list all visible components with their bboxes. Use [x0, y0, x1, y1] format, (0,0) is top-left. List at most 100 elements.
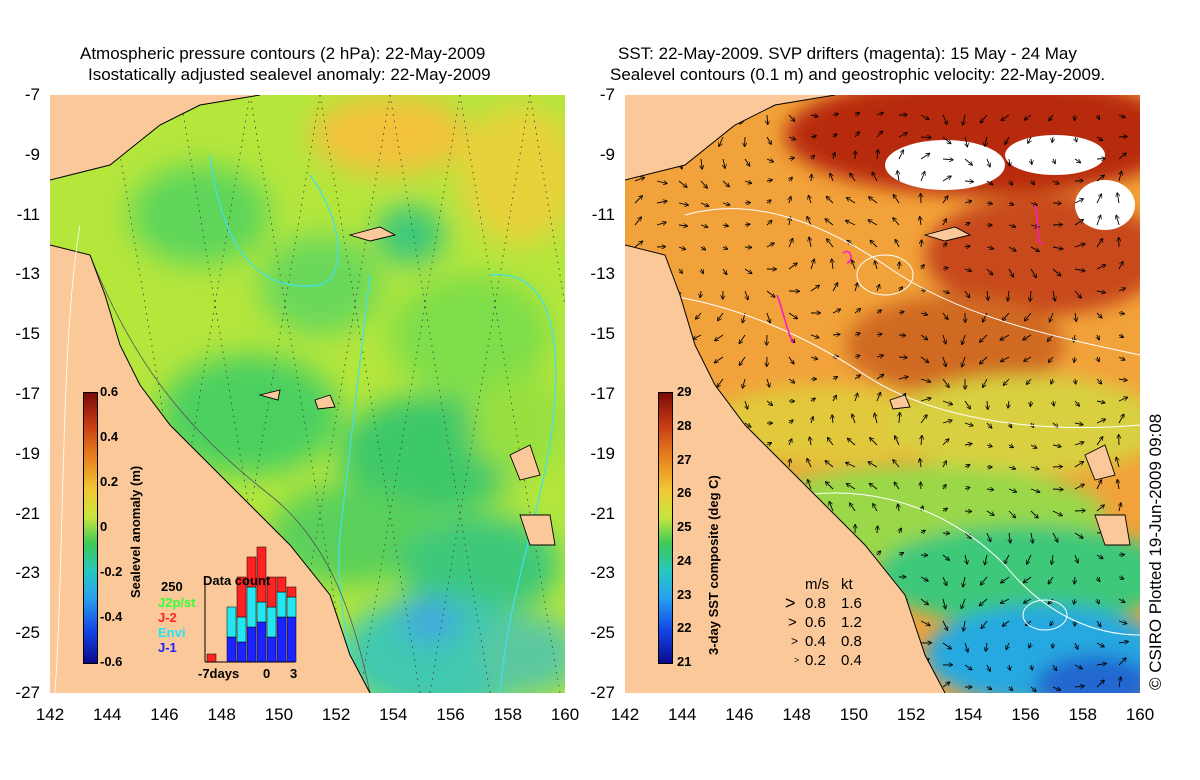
- velocity-arrow: [700, 290, 701, 297]
- velocity-arrow: [920, 290, 926, 291]
- velocity-arrow: [1074, 220, 1083, 226]
- velocity-arrow: [1118, 577, 1123, 579]
- velocity-arrow: [1096, 554, 1103, 559]
- velocity-arrow: [964, 664, 972, 670]
- velocity-arrow: [869, 197, 878, 204]
- velocity-arrow: [1002, 114, 1010, 120]
- velocity-arrow: [788, 312, 797, 319]
- velocity-arrow: [1051, 378, 1053, 384]
- velocity-arrow: [766, 290, 775, 297]
- velocity-arrow: [897, 171, 899, 182]
- velocity-arrow: [810, 286, 819, 292]
- x-tick-label: 150: [264, 705, 294, 724]
- velocity-arrow: [832, 259, 833, 270]
- velocity-arrow: [1004, 378, 1010, 385]
- y-tick-label: -23: [590, 563, 615, 583]
- velocity-arrow: [920, 576, 928, 581]
- y-tick-label: -25: [590, 623, 615, 643]
- velocity-arrow: [1118, 262, 1123, 270]
- velocity-arrow: [722, 180, 729, 186]
- velocity-arrow: [1096, 620, 1101, 626]
- velocity-arrow: [921, 506, 923, 512]
- data-count-legend-item: J2p/st: [158, 595, 196, 610]
- velocity-arrow-icon: >: [794, 655, 800, 665]
- velocity-arrow: [1074, 511, 1085, 512]
- velocity-arrow: [1118, 288, 1125, 291]
- velocity-arrow: [1118, 153, 1126, 160]
- velocity-arrow: [846, 221, 856, 226]
- velocity-arrow: [1116, 458, 1119, 468]
- velocity-arrow: [876, 310, 881, 313]
- velocity-arrow: [810, 357, 817, 359]
- data-count-chart: [204, 546, 297, 663]
- velocity-arrow: [1074, 244, 1085, 248]
- data-count-bar-segment: [226, 636, 237, 663]
- velocity-arrow: [1028, 136, 1031, 143]
- velocity-arrow: [898, 312, 904, 313]
- velocity-arrow: [1097, 576, 1100, 581]
- velocity-arrow: [1025, 114, 1032, 120]
- data-count-bar-segment: [206, 653, 217, 663]
- velocity-arrow: [744, 268, 752, 273]
- velocity-arrow: [899, 287, 902, 291]
- velocity-legend-header-kt: kt: [841, 576, 853, 593]
- velocity-arrow: [1030, 686, 1036, 691]
- velocity-arrow: [847, 198, 856, 204]
- velocity-arrow: [1024, 356, 1032, 361]
- velocity-arrow: [678, 203, 688, 205]
- velocity-arrow: [722, 247, 727, 249]
- velocity-arrow: [850, 503, 856, 512]
- x-tick-label: 146: [725, 705, 754, 724]
- velocity-arrow: [986, 532, 991, 541]
- velocity-arrow: [717, 378, 724, 387]
- velocity-arrow: [854, 309, 860, 314]
- velocity-arrow: [942, 291, 949, 293]
- velocity-arrow: [942, 682, 950, 688]
- velocity-arrow: [964, 487, 969, 489]
- velocity-arrow: [1001, 334, 1010, 340]
- data-count-legend-item: Envi: [158, 625, 186, 640]
- data-count-bar-segment: [246, 556, 257, 588]
- velocity-arrow: [987, 158, 990, 167]
- velocity-arrow: [920, 114, 929, 119]
- velocity-arrow: [986, 180, 993, 185]
- sst-colorbar: [658, 392, 673, 664]
- velocity-arrow: [964, 290, 969, 297]
- velocity-arrow: [1008, 290, 1009, 301]
- velocity-arrow: [789, 439, 792, 446]
- velocity-arrow: [825, 461, 834, 468]
- velocity-arrow: [854, 333, 860, 335]
- velocity-arrow: [1117, 480, 1119, 490]
- velocity-arrow: [832, 377, 837, 379]
- velocity-arrow: [1001, 598, 1010, 603]
- velocity-arrow: [852, 415, 856, 424]
- velocity-arrow: [1096, 239, 1103, 248]
- velocity-arrow: [1048, 334, 1054, 341]
- velocity-arrow: [920, 620, 930, 625]
- velocity-arrow: [744, 290, 748, 299]
- velocity-arrow: [832, 334, 840, 335]
- y-tick-label: -23: [15, 563, 40, 583]
- velocity-arrow: [920, 334, 927, 340]
- velocity-arrow: [1096, 312, 1102, 318]
- x-tick-label: 156: [436, 705, 465, 724]
- velocity-arrow: [920, 137, 931, 138]
- velocity-arrow: [767, 200, 771, 203]
- velocity-arrow: [981, 620, 988, 628]
- velocity-arrow: [700, 202, 708, 206]
- velocity-arrow: [847, 484, 856, 490]
- x-tick-label: 142: [610, 705, 640, 724]
- velocity-arrow: [855, 394, 858, 402]
- velocity-arrow: [1003, 312, 1010, 321]
- velocity-arrow: [826, 482, 834, 490]
- velocity-arrow: [943, 219, 946, 226]
- x-tick-label: 156: [1011, 705, 1040, 724]
- x-tick-label: 142: [35, 705, 65, 724]
- velocity-arrow: [1118, 642, 1128, 643]
- velocity-arrow: [1050, 620, 1053, 625]
- velocity-arrow: [962, 356, 966, 367]
- data-count-bar-segment: [266, 636, 277, 663]
- velocity-arrow: [877, 285, 879, 292]
- velocity-arrow: [1052, 422, 1058, 427]
- velocity-arrow: [1030, 268, 1036, 277]
